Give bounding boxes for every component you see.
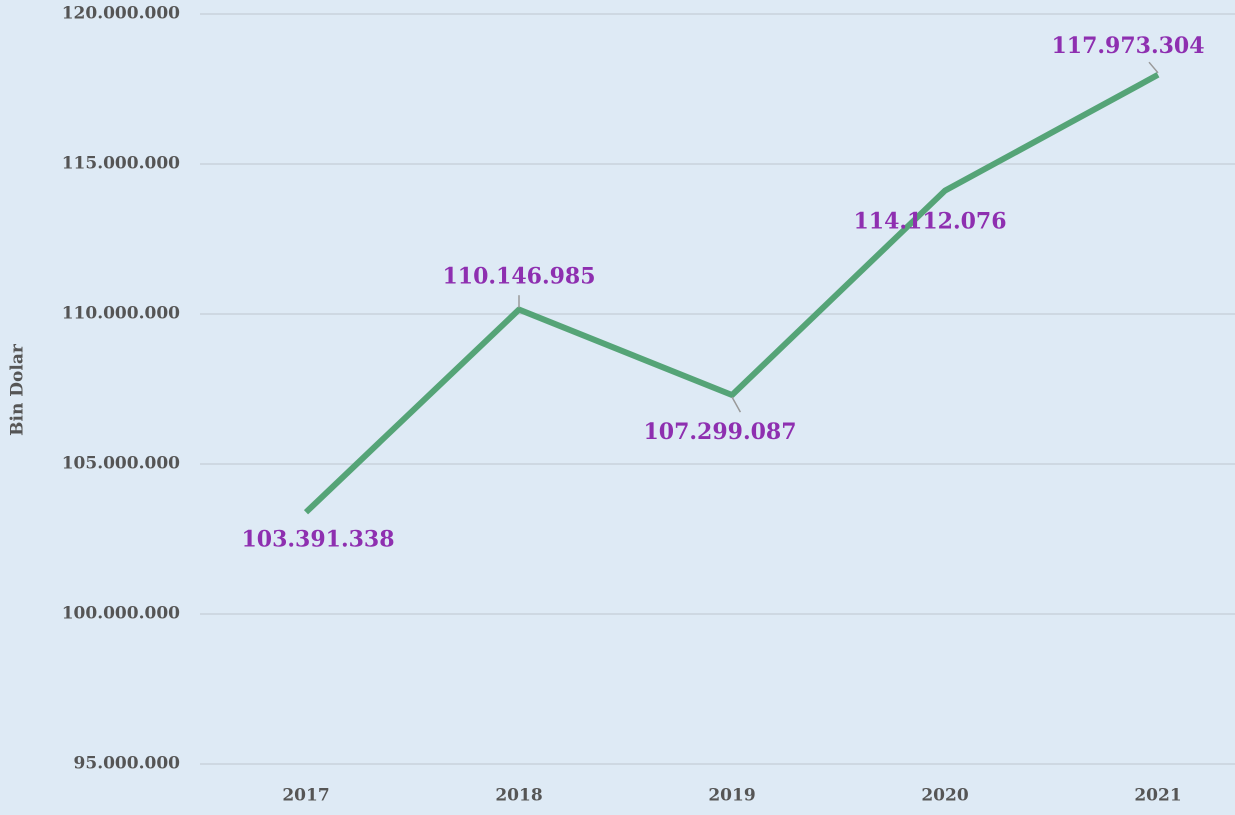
data-label: 103.391.338 <box>241 526 394 552</box>
data-label: 107.299.087 <box>643 419 796 445</box>
x-tick-label: 2020 <box>921 786 968 806</box>
data-label: 110.146.985 <box>442 264 595 290</box>
leader-line <box>731 396 742 413</box>
y-tick-label: 110.000.000 <box>62 304 180 324</box>
y-tick-label: 120.000.000 <box>62 4 180 24</box>
y-axis-title: Bin Dolar <box>8 343 28 436</box>
x-tick-label: 2021 <box>1134 786 1181 806</box>
x-tick-label: 2018 <box>495 786 542 806</box>
x-tick-label: 2019 <box>708 786 755 806</box>
y-tick-label: 95.000.000 <box>74 754 181 774</box>
y-tick-label: 100.000.000 <box>62 604 180 624</box>
data-label: 117.973.304 <box>1051 33 1204 59</box>
y-tick-label: 105.000.000 <box>62 454 180 474</box>
line <box>303 72 1160 515</box>
data-label: 114.112.076 <box>853 209 1006 235</box>
x-tick-label: 2017 <box>282 786 329 806</box>
leader-line <box>1148 61 1159 74</box>
y-tick-label: 115.000.000 <box>62 154 180 174</box>
